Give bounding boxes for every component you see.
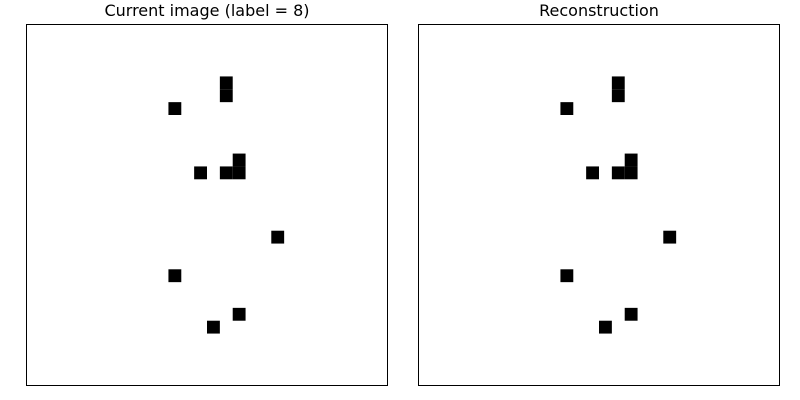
reconstruction-pixel [599,320,612,334]
reconstruction-panel: Reconstruction [418,0,780,400]
current-image-pixel [168,269,182,283]
current-image-pixel [271,230,285,244]
reconstruction-pixel [624,307,638,321]
reconstruction-pixel [560,269,574,283]
reconstruction-plot [418,24,780,386]
reconstruction-pixel [624,153,638,167]
current-image-title: Current image (label = 8) [104,1,310,20]
reconstruction-pixel [586,166,599,180]
current-image-panel: Current image (label = 8) [26,0,388,400]
current-image-pixel [232,153,246,167]
current-image-pixel [194,166,207,180]
reconstruction-pixel [611,166,625,180]
reconstruction-pixel [560,102,574,115]
reconstruction-pixel [611,76,625,90]
current-image-svg [26,24,388,386]
reconstruction-pixel [611,89,625,103]
current-image-pixel [219,166,233,180]
current-image-pixel [232,307,246,321]
reconstruction-svg [418,24,780,386]
current-image-pixel [219,89,233,103]
reconstruction-title: Reconstruction [539,1,659,20]
current-image-plot [26,24,388,386]
current-image-pixel [232,166,246,180]
current-image-pixel [207,320,220,334]
reconstruction-pixel [624,166,638,180]
current-image-pixel [168,102,182,115]
reconstruction-pixel [663,230,677,244]
current-image-pixel [219,76,233,90]
